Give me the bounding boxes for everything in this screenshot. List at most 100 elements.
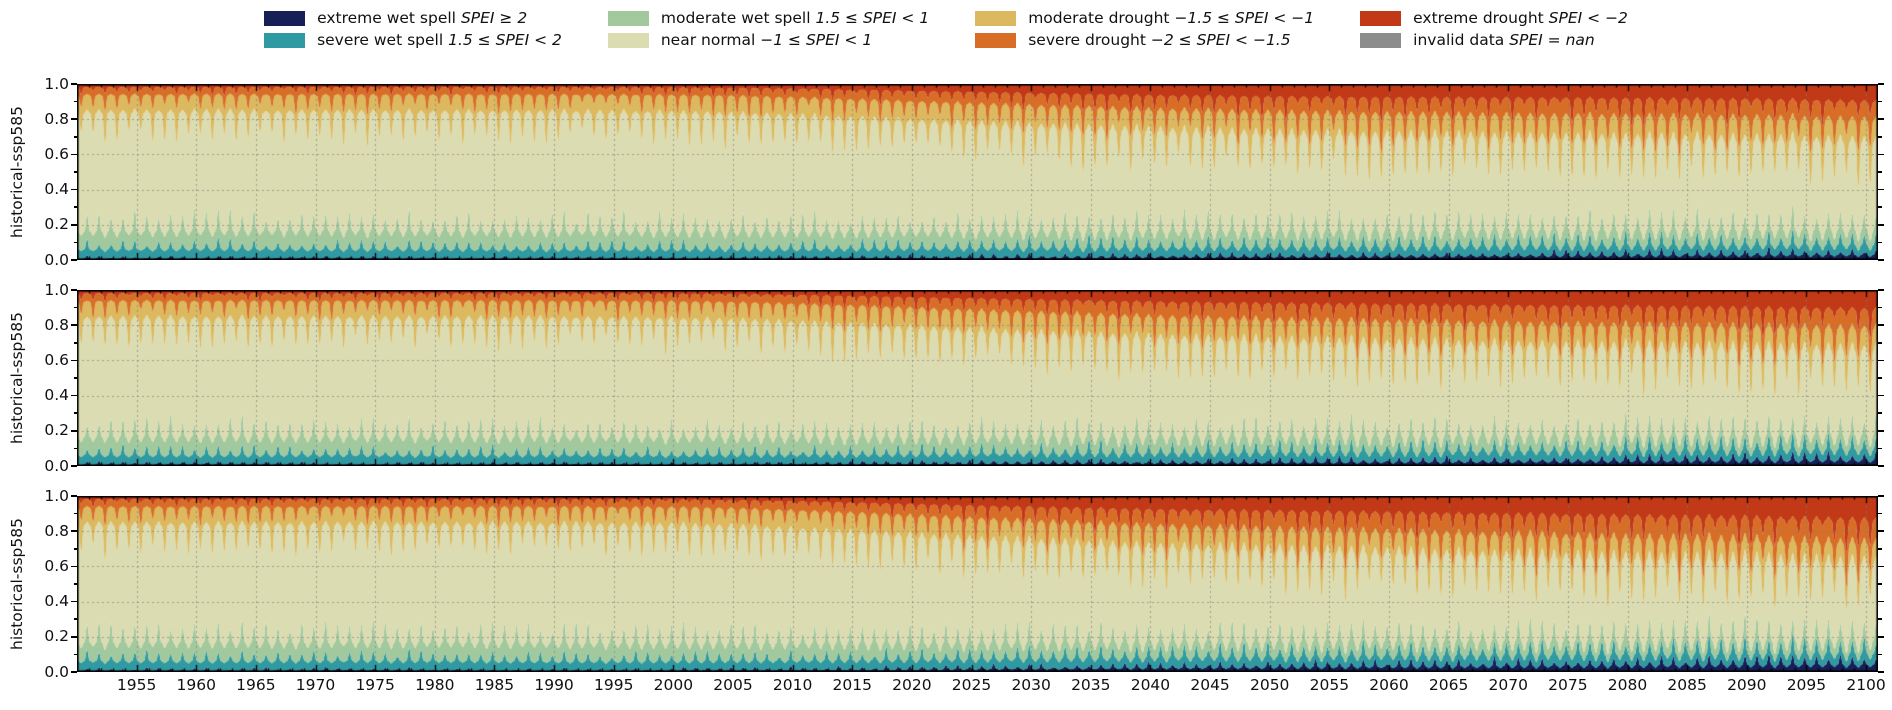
y-tick-mark-left — [73, 618, 77, 620]
y-tick-label: 0.4 — [44, 592, 69, 611]
legend-item-extreme-drought: extreme drought SPEI < −2 — [1360, 8, 1628, 28]
x-tick-label: 2025 — [951, 676, 992, 694]
y-tick-mark-right — [1878, 83, 1884, 85]
y-tick-mark-right — [1878, 359, 1884, 362]
y-tick-mark-right — [1878, 153, 1884, 156]
y-tick-label: 0.2 — [44, 421, 69, 440]
x-tick-label: 2005 — [713, 676, 753, 694]
moderate-drought-swatch-icon — [975, 10, 1017, 26]
legend-label-range: −2 ≤ SPEI < −1.5 — [1150, 30, 1291, 49]
x-tick-label: 2095 — [1786, 676, 1827, 694]
legend-item-moderate-wet-spell: moderate wet spell 1.5 ≤ SPEI < 1 — [607, 8, 929, 28]
x-tick-label: 2020 — [892, 676, 932, 694]
legend-label: moderate drought −1.5 ≤ SPEI < −1 — [1028, 9, 1314, 28]
x-tick-label: 1990 — [534, 676, 574, 694]
y-tick-mark-right — [1878, 512, 1882, 515]
y-tick-label: 0.6 — [44, 350, 69, 369]
y-tick-label: 0.0 — [44, 662, 69, 681]
y-tick-label: 0.2 — [44, 627, 69, 646]
legend-label-name: moderate wet spell — [660, 8, 811, 27]
legend-label-range: SPEI < −2 — [1548, 8, 1628, 27]
y-tick-mark-left — [73, 171, 77, 173]
y-tick-mark-right — [1878, 636, 1884, 638]
legend-label-range: −1.5 ≤ SPEI < −1 — [1174, 8, 1315, 27]
x-tick-label: 2035 — [1071, 676, 1111, 694]
y-tick-mark-right — [1878, 495, 1884, 497]
y-tick-label: 1.0 — [44, 280, 69, 299]
severe-drought-swatch-icon — [975, 32, 1017, 48]
legend-column: extreme wet spell SPEI ≥ 2 severe wet spe… — [264, 8, 562, 50]
y-tick-mark-left — [73, 653, 77, 656]
legend-label-range: −1 ≤ SPEI < 1 — [760, 30, 873, 49]
legend-item-severe-drought: severe drought −2 ≤ SPEI < −1.5 — [975, 30, 1314, 50]
y-tick-mark-right — [1878, 171, 1882, 173]
y-tick-mark-right — [1878, 100, 1882, 103]
x-tick-label: 2015 — [832, 676, 872, 694]
x-tick-label: 2055 — [1309, 676, 1350, 694]
x-tick-label: 2100 — [1846, 676, 1886, 694]
y-tick-mark-right — [1878, 618, 1882, 620]
y-tick-mark-right — [1878, 324, 1884, 326]
legend-item-invalid-data: invalid data SPEI = nan — [1360, 30, 1628, 50]
legend-label: invalid data SPEI = nan — [1413, 31, 1595, 50]
y-tick-mark-left — [73, 306, 77, 309]
y-tick-mark-right — [1878, 583, 1882, 585]
y-tick-mark-right — [1878, 530, 1884, 532]
legend-item-moderate-drought: moderate drought −1.5 ≤ SPEI < −1 — [975, 8, 1314, 28]
y-tick-mark-left — [73, 583, 77, 585]
y-tick-mark-left — [71, 530, 77, 532]
legend-label: near normal −1 ≤ SPEI < 1 — [661, 31, 872, 50]
invalid-data-swatch-icon — [1360, 32, 1402, 48]
legend: extreme wet spell SPEI ≥ 2 severe wet spe… — [0, 8, 1892, 50]
legend-label-name: extreme drought — [1413, 8, 1544, 27]
y-tick-mark-right — [1878, 394, 1884, 397]
legend-label-range: 1.5 ≤ SPEI < 1 — [815, 8, 930, 27]
y-tick-mark-left — [71, 259, 77, 261]
y-tick-mark-left — [71, 83, 77, 85]
legend-label: extreme drought SPEI < −2 — [1413, 9, 1628, 28]
y-tick-mark-left — [71, 359, 77, 362]
x-tick-label: 1980 — [415, 676, 455, 694]
legend-label-name: near normal — [660, 30, 756, 49]
y-tick-mark-right — [1878, 118, 1884, 120]
stacked-area-chart-panel2 — [77, 290, 1878, 466]
y-tick-mark-right — [1878, 600, 1884, 603]
y-tick-mark-left — [71, 465, 77, 467]
y-tick-mark-left — [71, 188, 77, 191]
legend-label: moderate wet spell 1.5 ≤ SPEI < 1 — [661, 9, 929, 28]
y-tick-mark-right — [1878, 671, 1884, 673]
x-tick-label: 2070 — [1488, 676, 1528, 694]
y-tick-mark-left — [73, 512, 77, 515]
stacked-area-chart-panel1 — [77, 84, 1878, 260]
y-tick-mark-left — [73, 412, 77, 414]
y-tick-mark-right — [1878, 289, 1884, 291]
legend-column: moderate wet spell 1.5 ≤ SPEI < 1 near no… — [607, 8, 929, 50]
y-tick-mark-left — [73, 206, 77, 208]
y-tick-mark-left — [71, 600, 77, 603]
legend-label-range: 1.5 ≤ SPEI < 2 — [448, 30, 562, 49]
y-tick-mark-left — [73, 447, 77, 450]
legend-label-range: SPEI ≥ 2 — [460, 8, 528, 27]
y-tick-mark-left — [73, 548, 77, 550]
y-tick-label: 0.6 — [44, 556, 69, 575]
legend-label: severe drought −2 ≤ SPEI < −1.5 — [1028, 31, 1290, 50]
legend-item-extreme-wet-spell: extreme wet spell SPEI ≥ 2 — [264, 8, 562, 28]
x-tick-label: 2045 — [1190, 676, 1230, 694]
stacked-area-chart-panel3 — [77, 496, 1878, 672]
y-tick-mark-left — [73, 377, 77, 379]
x-tick-label: 2060 — [1369, 676, 1409, 694]
y-tick-mark-left — [73, 136, 77, 138]
y-tick-label: 0.0 — [44, 456, 69, 475]
y-tick-label: 0.6 — [44, 144, 69, 163]
y-tick-mark-right — [1878, 565, 1884, 568]
x-tick-label: 2000 — [653, 676, 694, 694]
extreme-wet-spell-swatch-icon — [264, 10, 306, 26]
legend-column: extreme drought SPEI < −2 invalid data SP… — [1360, 8, 1628, 50]
x-tick-label: 1970 — [295, 676, 336, 694]
y-tick-mark-right — [1878, 465, 1884, 467]
extreme-drought-swatch-icon — [1360, 10, 1402, 26]
y-tick-mark-left — [71, 495, 77, 497]
y-tick-label: 0.4 — [44, 180, 69, 199]
legend-item-severe-wet-spell: severe wet spell 1.5 ≤ SPEI < 2 — [264, 30, 562, 50]
